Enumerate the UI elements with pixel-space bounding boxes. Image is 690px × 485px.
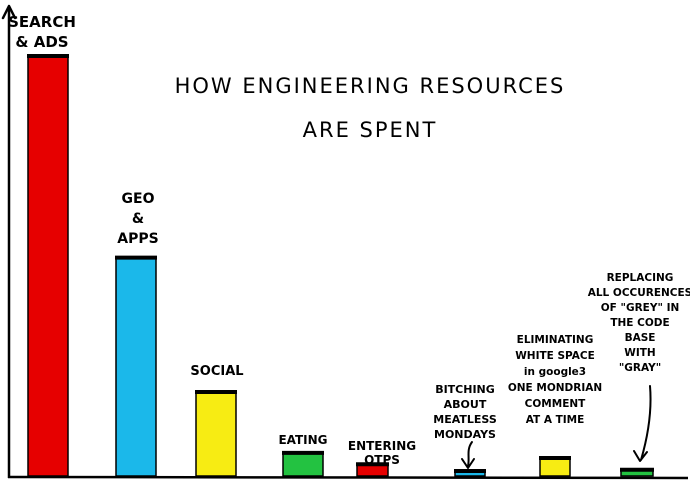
bar-label-1-line-1: & bbox=[132, 211, 144, 227]
bar-label-7-line-1: ALL OCCURENCES bbox=[588, 287, 690, 299]
x-axis bbox=[7, 475, 689, 480]
annotation-arrow-meatless bbox=[461, 441, 475, 469]
bar-label-6-line-0: ELIMINATING bbox=[517, 334, 594, 346]
bar-label-5-line-3: MONDAYS bbox=[434, 428, 496, 441]
bar-label-2-line-0: SOCIAL bbox=[190, 364, 243, 379]
bar-label-7-line-0: REPLACING bbox=[607, 272, 674, 284]
bar-label-4-line-1: OTPS bbox=[364, 453, 400, 467]
bar-3 bbox=[282, 452, 324, 477]
bar-2 bbox=[195, 391, 237, 477]
bar-label-1-line-0: GEO bbox=[122, 191, 155, 207]
chart-title-line-2: ARE SPENT bbox=[303, 118, 438, 142]
bar-label-4-line-0: ENTERING bbox=[348, 439, 416, 453]
bar-6 bbox=[539, 457, 571, 477]
bar-label-7-line-3: THE CODE bbox=[610, 317, 669, 329]
bar-label-5-line-2: MEATLESS bbox=[433, 413, 497, 426]
bar-label-6-line-2: in google3 bbox=[524, 366, 586, 378]
bar-label-5-line-0: BITCHING bbox=[435, 383, 495, 396]
bar-label-5-line-1: ABOUT bbox=[444, 398, 487, 411]
bar-label-7-line-4: BASE bbox=[625, 332, 656, 344]
bar-label-6-line-3: ONE MONDRIAN bbox=[508, 382, 602, 394]
bar-label-7-line-2: OF "GREY" IN bbox=[601, 302, 680, 314]
bar-label-7-line-6: "GRAY" bbox=[619, 362, 661, 374]
bar-label-0-line-1: & ADS bbox=[15, 33, 68, 51]
bar-1 bbox=[115, 256, 157, 477]
bar-0 bbox=[27, 55, 69, 477]
bar-label-1-line-2: APPS bbox=[117, 231, 158, 247]
chart-title-line-1: HOW ENGINEERING RESOURCES bbox=[175, 74, 566, 98]
bar-label-7-line-5: WITH bbox=[624, 347, 655, 359]
bar-label-6-line-5: AT A TIME bbox=[526, 414, 585, 426]
bar-label-3-line-0: EATING bbox=[278, 433, 327, 447]
bar-label-0-line-0: SEARCH bbox=[8, 13, 76, 31]
annotation-arrow-gray bbox=[633, 385, 652, 462]
bar-label-6-line-4: COMMENT bbox=[525, 398, 586, 410]
y-axis-arrow bbox=[1, 4, 17, 20]
bar-label-6-line-1: WHITE SPACE bbox=[515, 350, 595, 362]
